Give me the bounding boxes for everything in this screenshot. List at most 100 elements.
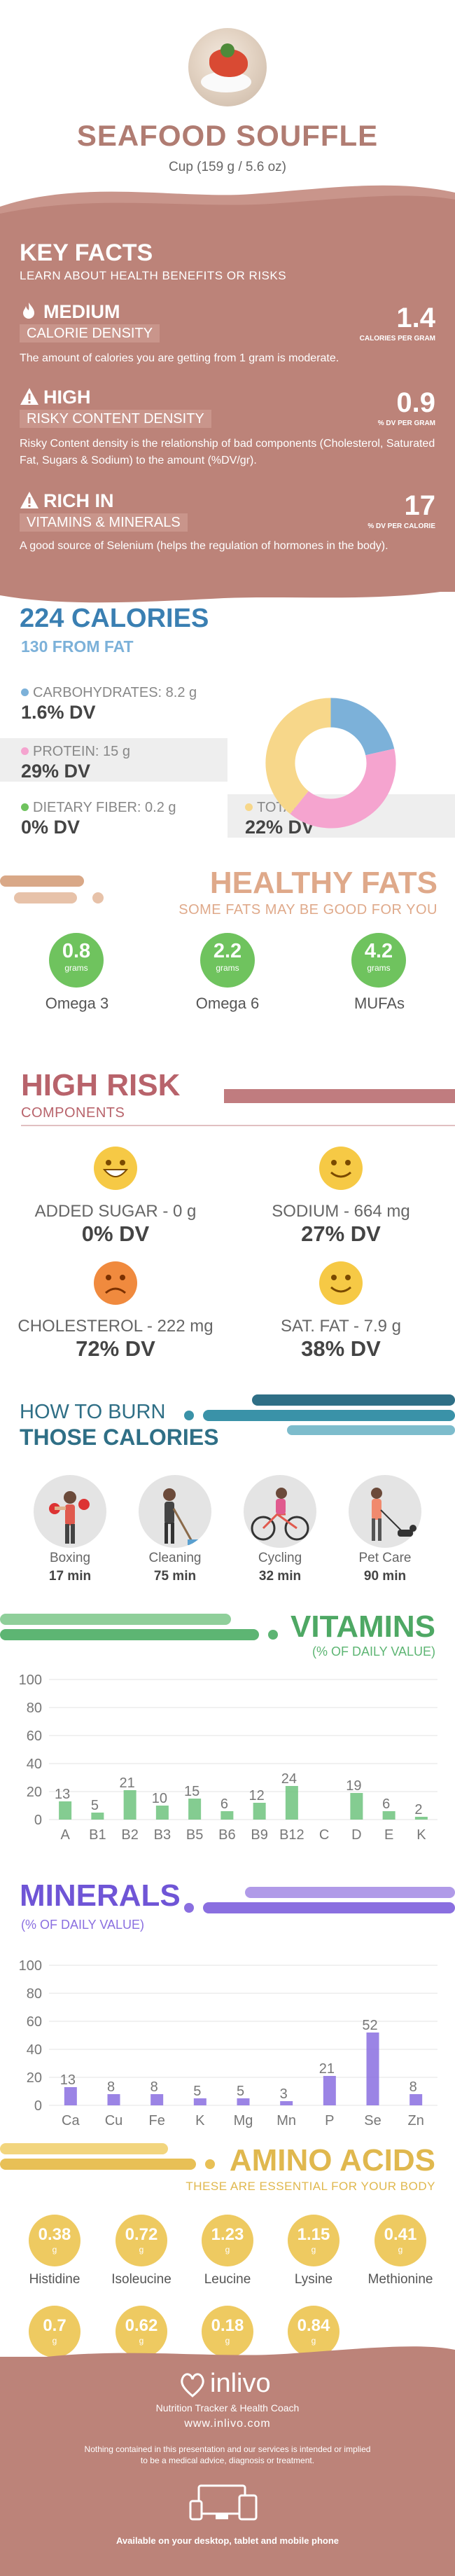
bar-value-label: 2	[414, 1802, 422, 1817]
bar-value-label: 5	[91, 1798, 99, 1813]
boxing-icon	[34, 1475, 106, 1548]
bar-cu	[107, 2094, 120, 2105]
bar-b6	[220, 1811, 234, 1820]
y-tick-label: 40	[27, 1757, 42, 1772]
fat-value: 4.2	[364, 940, 393, 962]
x-tick-label: B9	[251, 1827, 267, 1843]
fact-description: The amount of calories you are getting f…	[20, 352, 340, 364]
amino-value: 0.62	[125, 2316, 158, 2335]
amino-unit: g	[139, 2336, 144, 2346]
cleaning-icon	[139, 1475, 211, 1548]
x-tick-label: B3	[154, 1827, 171, 1843]
bar-value-label: 52	[362, 2018, 377, 2033]
x-tick-label: A	[60, 1827, 70, 1843]
y-tick-label: 0	[34, 2098, 42, 2114]
fact-level: HIGH	[43, 387, 91, 408]
x-tick-label: B5	[186, 1827, 203, 1843]
calories-title: 224 CALORIES	[20, 604, 209, 633]
fact-calorie-density: MEDIUM CALORIE DENSITY	[20, 301, 160, 342]
activity-name: Cycling	[258, 1551, 302, 1565]
decor-stripes	[184, 1887, 455, 1913]
activity-time: 90 min	[363, 1569, 407, 1584]
y-tick-label: 20	[27, 2070, 42, 2086]
amino-value: 0.7	[43, 2316, 66, 2335]
brand-url[interactable]: www.inlivo.com	[184, 2418, 271, 2430]
calorie-donut-chart	[265, 698, 396, 829]
bar-se	[366, 2033, 379, 2105]
disclaimer-line-1: Nothing contained in this presentation a…	[84, 2444, 371, 2454]
fact-label: VITAMINS & MINERALS	[20, 513, 188, 532]
amino-name: Methionine	[368, 2272, 433, 2287]
activity-name: Boxing	[49, 1551, 91, 1565]
fat-value: 2.2	[213, 940, 242, 962]
fact-unit: % DV PER CALORIE	[368, 522, 435, 530]
fact-value: 1.4	[396, 303, 435, 333]
brand-name: inlivo	[210, 2369, 271, 2398]
x-tick-label: B6	[218, 1827, 235, 1843]
burn-title-1: HOW TO BURN	[20, 1401, 166, 1423]
x-tick-label: Zn	[407, 2113, 424, 2128]
healthy-fats-subtitle: SOME FATS MAY BE GOOD FOR YOU	[178, 902, 438, 917]
bar-b12	[285, 1786, 298, 1820]
amino-title: AMINO ACIDS	[229, 2143, 435, 2177]
macro-protein: PROTEIN: 15 g 29% DV	[0, 738, 227, 782]
bar-k	[414, 1817, 428, 1820]
y-tick-label: 60	[27, 2014, 42, 2030]
x-tick-label: C	[319, 1827, 329, 1843]
fat-name: Omega 6	[195, 995, 260, 1012]
decor-stripes	[0, 2143, 215, 2170]
divider	[21, 1125, 455, 1126]
amino-unit: g	[52, 2336, 57, 2346]
available-text: Available on your desktop, tablet and mo…	[115, 2535, 340, 2546]
bar-value-label: 6	[382, 1796, 390, 1812]
bar-value-label: 13	[60, 2072, 76, 2088]
fact-unit: CALORIES PER GRAM	[359, 335, 435, 342]
bar-b9	[253, 1803, 266, 1820]
amino-value: 0.18	[211, 2316, 244, 2335]
face-grin-icon	[93, 1146, 138, 1194]
risk-label: SAT. FAT - 7.9 g	[280, 1317, 402, 1336]
risk-dv: 0% DV	[81, 1221, 150, 1246]
amino-name: Lysine	[294, 2272, 333, 2287]
amino-value: 1.15	[297, 2225, 330, 2244]
serving-size: Cup (159 g / 5.6 oz)	[169, 160, 286, 174]
amino-circle: 1.15 g	[288, 2215, 340, 2266]
amino-value: 0.72	[125, 2225, 158, 2244]
activity-name: Cleaning	[148, 1551, 202, 1565]
amino-value: 0.38	[38, 2225, 71, 2244]
x-tick-label: Se	[364, 2113, 381, 2128]
x-tick-label: Cu	[105, 2113, 123, 2128]
high-risk-subtitle: COMPONENTS	[21, 1105, 125, 1121]
fact-risky-density: HIGH RISKY CONTENT DENSITY	[20, 387, 211, 428]
amino-value: 0.41	[384, 2225, 417, 2244]
bar-value-label: 21	[120, 1775, 135, 1791]
macro-dv: 29% DV	[21, 761, 91, 782]
amino-unit: g	[225, 2336, 230, 2346]
macro-fiber: DIETARY FIBER: 0.2 g 0% DV	[0, 794, 227, 838]
burn-title-2: THOSE CALORIES	[20, 1425, 219, 1450]
amino-unit: g	[311, 2245, 316, 2255]
amino-circle: 0.72 g	[115, 2215, 167, 2266]
legend-dot	[245, 803, 253, 811]
decor-stripe	[224, 1089, 455, 1103]
macro-dv: 0% DV	[21, 817, 80, 838]
bar-value-label: 8	[410, 2079, 417, 2095]
warning-icon	[20, 491, 41, 509]
bar-mg	[237, 2098, 250, 2105]
legend-dot	[21, 803, 29, 811]
bar-ca	[64, 2087, 77, 2105]
fact-description: A good source of Selenium (helps the reg…	[20, 540, 388, 552]
calories-subtitle: 130 FROM FAT	[21, 637, 134, 656]
bar-value-label: 6	[220, 1796, 228, 1812]
footer	[0, 2357, 455, 2576]
amino-circle: 0.84 g	[288, 2306, 340, 2357]
x-tick-label: Mn	[276, 2113, 296, 2128]
fat-name: MUFAs	[354, 995, 405, 1012]
amino-unit: g	[225, 2245, 230, 2255]
high-risk-title: HIGH RISK	[21, 1068, 181, 1102]
vitamins-subtitle: (% OF DAILY VALUE)	[312, 1644, 435, 1659]
x-tick-label: Ca	[62, 2113, 80, 2128]
key-facts-title: KEY FACTS	[20, 240, 153, 266]
face-sad-icon	[93, 1261, 138, 1309]
